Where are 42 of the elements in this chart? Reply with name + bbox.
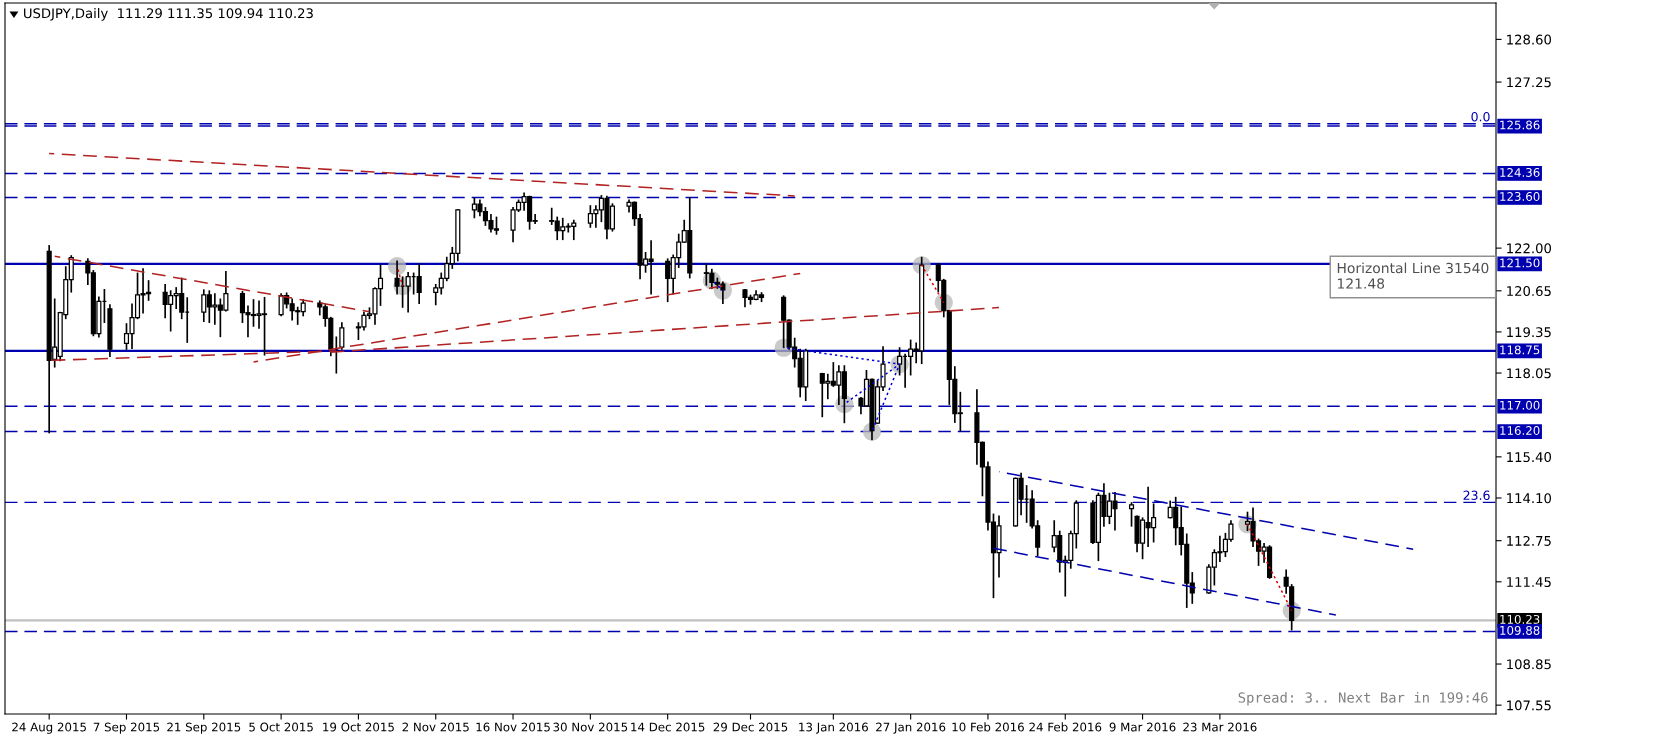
x-tick-label: 23 Mar 2016: [1183, 722, 1257, 732]
ref-line-label: 121.50: [1500, 258, 1540, 268]
x-tick-label: 24 Aug 2015: [12, 722, 86, 734]
x-tick-label: 24 Feb 2016: [1029, 722, 1102, 732]
y-tick-label: 119.35: [1507, 327, 1551, 338]
ref-line-label: 118.75: [1500, 345, 1540, 355]
y-tick-label: 118.05: [1507, 368, 1551, 379]
x-tick-label: 13 Jan 2016: [799, 722, 868, 734]
x-tick-label: 9 Mar 2016: [1109, 722, 1176, 732]
x-tick-label: 30 Nov 2015: [553, 722, 628, 732]
annotation: 0.0: [1471, 111, 1490, 122]
x-tick-label: 7 Sep 2015: [93, 722, 160, 734]
ref-line-label: 124.36: [1500, 167, 1540, 177]
annotation: Spread: 3.. Next Bar in 199:46: [1238, 692, 1488, 706]
x-tick-label: 2 Nov 2015: [402, 722, 469, 732]
y-tick-label: 120.65: [1507, 286, 1551, 297]
y-tick-label: 115.40: [1507, 452, 1552, 463]
ref-line-label: 116.20: [1500, 426, 1540, 435]
y-tick-label: 112.75: [1507, 535, 1551, 546]
chart-title: USDJPY,Daily 111.29 111.35 109.94 110.23: [24, 7, 313, 21]
x-tick-label: 21 Sep 2015: [167, 722, 241, 734]
y-tick-label: 122.00: [1507, 243, 1552, 254]
y-tick-label: 111.45: [1507, 577, 1551, 587]
ref-line-label: 109.88: [1500, 625, 1540, 635]
ref-line-label: 125.86: [1500, 120, 1540, 130]
x-tick-label: 10 Feb 2016: [952, 722, 1024, 732]
ref-line-label: 117.00: [1500, 400, 1540, 410]
annotation: 23.6: [1463, 490, 1490, 500]
x-tick-label: 16 Nov 2015: [476, 722, 550, 732]
y-tick-label: 107.55: [1507, 700, 1551, 711]
ref-line-label: 110.23: [1500, 614, 1540, 624]
y-tick-label: 114.10: [1507, 493, 1552, 504]
x-tick-label: 27 Jan 2016: [876, 722, 946, 734]
annotation: Horizontal Line 31540 121.48: [1337, 262, 1489, 289]
x-tick-label: 5 Oct 2015: [249, 722, 313, 732]
x-tick-label: 29 Dec 2015: [713, 722, 788, 732]
y-tick-label: 108.85: [1507, 659, 1551, 670]
y-tick-label: 128.60: [1507, 34, 1552, 45]
x-tick-label: 19 Oct 2015: [323, 722, 394, 732]
y-tick-label: 127.25: [1507, 77, 1551, 88]
x-tick-label: 14 Dec 2015: [631, 722, 705, 732]
ref-line-label: 123.60: [1500, 192, 1540, 201]
